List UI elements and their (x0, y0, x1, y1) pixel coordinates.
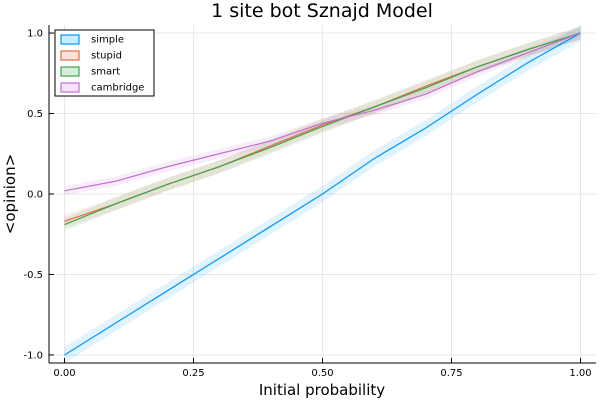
legend-label-cambridge: cambridge (91, 83, 144, 94)
x-tick-label: 1.00 (569, 368, 591, 379)
series-line-cambridge (64, 32, 581, 192)
ticks: 0.00 0.25 0.50 0.75 1.00 -1.0 -0.5 0.0 0.5 1.0 (23, 29, 591, 379)
x-tick-label: 0.75 (440, 368, 462, 379)
legend-swatch-stupid (60, 50, 80, 61)
series-line-smart (64, 32, 581, 226)
series-lines (64, 32, 581, 356)
y-tick-label: 1.0 (27, 29, 43, 40)
y-tick-label: -1.0 (23, 350, 43, 361)
x-tick-label: 0.50 (311, 368, 333, 379)
legend-swatch-cambridge (60, 82, 80, 93)
y-axis-title: <opinion> (1, 154, 19, 234)
legend-label-smart: smart (91, 67, 120, 78)
x-axis-title: Initial probability (259, 381, 385, 399)
y-tick-label: -0.5 (23, 270, 43, 281)
legend-box (54, 29, 155, 97)
chart-title: 1 site bot Sznajd Model (211, 0, 433, 22)
legend-label-simple: simple (91, 35, 124, 46)
y-tick-label: 0.0 (27, 190, 43, 201)
x-tick-label: 0.25 (182, 368, 204, 379)
x-tick-label: 0.00 (53, 368, 75, 379)
band-cambridge (64, 28, 581, 196)
legend-swatch-simple (60, 34, 80, 45)
y-tick-label: 0.5 (27, 109, 43, 120)
legend-label-stupid: stupid (91, 51, 122, 62)
legend: simple stupid smart cambridge (54, 29, 155, 97)
series-line-simple (64, 32, 581, 356)
legend-swatch-smart (60, 66, 80, 77)
